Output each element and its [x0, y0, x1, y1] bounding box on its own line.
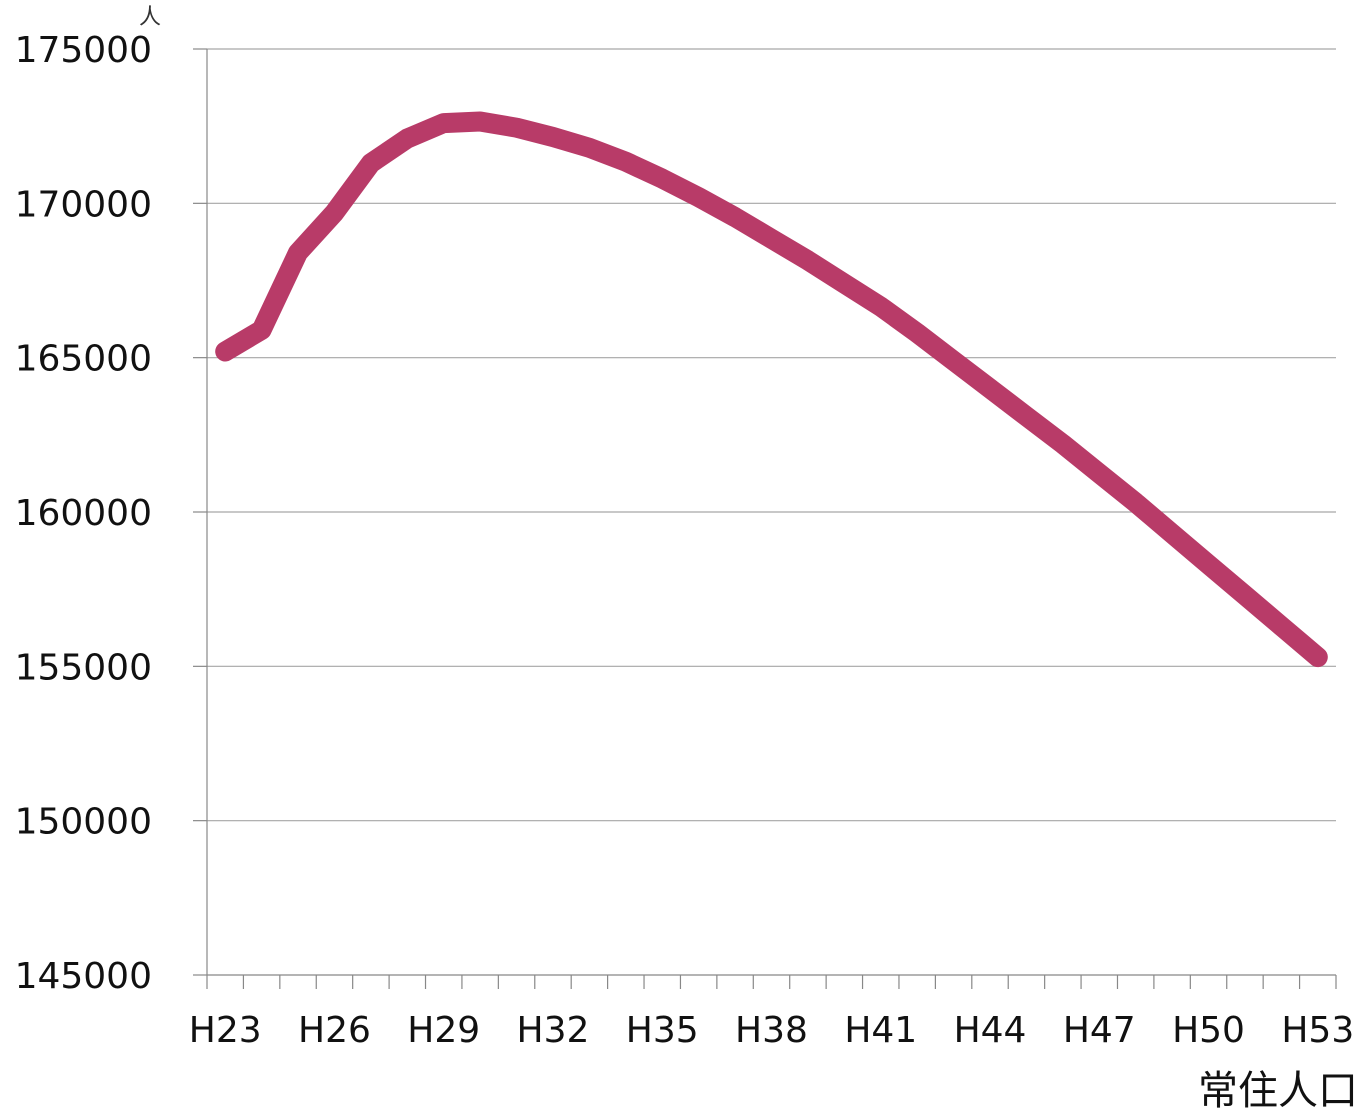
y-tick-label: 150000	[15, 802, 152, 843]
data-point	[1169, 531, 1175, 537]
y-axis-unit-label: 人	[139, 5, 161, 30]
x-tick-label: H29	[407, 1010, 480, 1051]
data-point	[696, 194, 702, 200]
x-tick-label: H38	[735, 1010, 808, 1051]
x-tick-label: H50	[1172, 1010, 1245, 1051]
data-point	[586, 145, 592, 151]
series-line	[225, 122, 1318, 658]
data-point	[550, 134, 556, 140]
x-tick-label: H47	[1063, 1010, 1136, 1051]
x-tick-label: H32	[517, 1010, 590, 1051]
data-point	[1278, 623, 1284, 629]
y-tick-label: 145000	[15, 956, 152, 997]
data-point	[477, 119, 483, 125]
data-point	[623, 159, 629, 165]
data-point	[914, 330, 920, 336]
data-point	[368, 160, 374, 166]
data-point	[295, 250, 301, 256]
data-point	[404, 136, 410, 142]
data-point	[659, 176, 665, 182]
data-point	[1023, 413, 1029, 419]
y-tick-label: 155000	[15, 647, 152, 688]
data-point	[878, 304, 884, 310]
y-tick-label: 170000	[15, 184, 152, 225]
data-point	[841, 281, 847, 287]
series-layer	[222, 119, 1321, 661]
data-point	[1060, 441, 1066, 447]
data-point	[441, 120, 447, 126]
data-point	[769, 236, 775, 242]
data-point	[1206, 561, 1212, 567]
x-tick-label: H23	[189, 1010, 262, 1051]
data-point	[1133, 500, 1139, 506]
x-tick-label: H53	[1281, 1010, 1354, 1051]
data-point	[732, 214, 738, 220]
data-point	[331, 210, 337, 216]
data-point	[222, 348, 228, 354]
data-point	[987, 386, 993, 392]
y-tick-label: 175000	[15, 30, 152, 71]
y-tick-label: 165000	[15, 339, 152, 380]
data-point	[1242, 592, 1248, 598]
x-tick-label: H26	[298, 1010, 371, 1051]
x-tick-label: H44	[954, 1010, 1027, 1051]
x-tick-label: H41	[844, 1010, 917, 1051]
data-point	[951, 358, 957, 364]
data-point	[514, 125, 520, 131]
data-point	[1096, 470, 1102, 476]
x-axis-title: 常住人口	[1198, 1068, 1358, 1114]
data-point	[1315, 654, 1321, 660]
y-tick-label: 160000	[15, 493, 152, 534]
x-tick-label: H35	[626, 1010, 699, 1051]
data-point	[805, 257, 811, 263]
data-point	[259, 327, 265, 333]
